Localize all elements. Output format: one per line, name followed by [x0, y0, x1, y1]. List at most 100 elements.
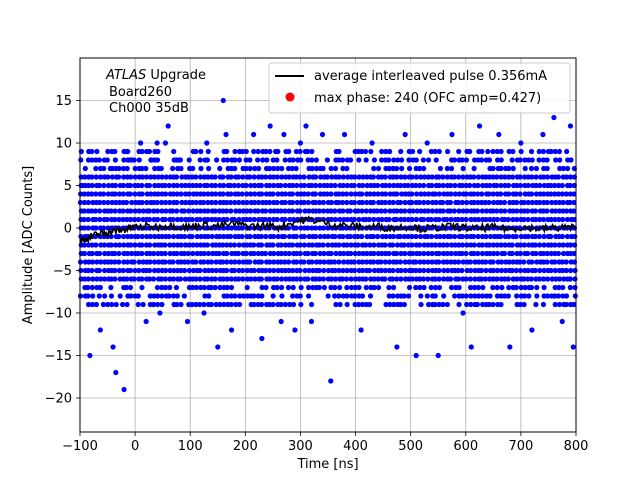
sample-point: [244, 284, 250, 291]
sample-point: [147, 233, 154, 240]
sample-point: [397, 233, 403, 240]
sample-point: [102, 250, 108, 257]
sample-point: [444, 165, 450, 172]
sample-point: [110, 344, 116, 350]
sample-point: [544, 293, 551, 299]
sample-point: [121, 259, 127, 265]
sample-point: [540, 250, 547, 257]
sample-point: [452, 233, 458, 240]
sample-point: [552, 259, 558, 265]
sample-point: [237, 293, 243, 299]
sample-point: [194, 242, 200, 248]
sample-point: [89, 182, 95, 189]
sample-point: [205, 199, 211, 206]
sample-point: [89, 157, 95, 163]
x-tick-label: 0: [131, 439, 139, 454]
sample-point: [90, 276, 96, 282]
sample-point: [100, 301, 106, 308]
sample-point: [409, 276, 415, 282]
sample-point: [378, 157, 385, 163]
sample-point: [559, 191, 565, 197]
sample-point: [174, 208, 180, 214]
sample-point: [154, 157, 161, 163]
sample-point: [181, 208, 187, 214]
sample-point: [214, 157, 220, 163]
sample-point: [498, 233, 504, 240]
sample-point: [541, 182, 547, 189]
sample-point: [544, 157, 550, 163]
sample-point: [494, 182, 500, 189]
sample-point: [425, 267, 431, 274]
sample-point: [472, 157, 478, 163]
sample-point: [305, 293, 312, 299]
sample-point: [209, 199, 215, 206]
sample-point: [370, 174, 376, 180]
sample-point: [244, 199, 250, 206]
sample-point: [105, 301, 111, 308]
sample-point: [136, 208, 142, 214]
sample-point: [341, 259, 347, 265]
sample-point: [116, 199, 123, 206]
sample-point: [571, 191, 577, 197]
sample-point: [490, 174, 496, 180]
sample-point: [529, 199, 535, 206]
sample-point: [251, 242, 257, 248]
sample-point: [402, 131, 408, 138]
sample-point: [514, 276, 520, 282]
sample-point: [85, 267, 91, 274]
sample-point: [506, 174, 512, 180]
sample-point: [285, 165, 292, 172]
sample-point: [221, 182, 227, 189]
sample-point: [487, 216, 493, 223]
sample-point: [394, 165, 400, 172]
sample-point: [358, 327, 364, 333]
sample-point: [317, 259, 323, 265]
sample-point: [155, 301, 161, 308]
sample-point: [213, 301, 219, 308]
sample-point: [537, 242, 543, 248]
sample-point: [463, 293, 469, 299]
sample-point: [278, 259, 284, 265]
sample-point: [441, 233, 447, 240]
sample-point: [497, 199, 504, 206]
sample-point: [405, 233, 411, 240]
sample-point: [540, 148, 547, 155]
sample-point: [409, 242, 415, 248]
sample-point: [151, 267, 158, 274]
sample-point: [112, 208, 118, 214]
sample-point: [536, 276, 543, 282]
sample-point: [494, 293, 501, 299]
sample-point: [456, 148, 462, 155]
sample-point: [382, 208, 388, 214]
sample-point: [205, 208, 211, 214]
sample-point: [402, 208, 408, 214]
sample-point: [418, 208, 424, 214]
sample-point: [406, 259, 412, 265]
sample-point: [379, 233, 386, 240]
sample-point: [154, 284, 161, 291]
sample-point: [258, 301, 265, 308]
sample-point: [494, 242, 500, 248]
sample-point: [159, 191, 165, 197]
sample-point: [429, 182, 435, 189]
sample-point: [563, 267, 569, 274]
sample-point: [371, 250, 377, 257]
sample-point: [356, 174, 362, 180]
sample-point: [108, 233, 114, 240]
sample-point: [298, 284, 304, 291]
sample-point: [197, 182, 203, 189]
sample-point: [119, 301, 126, 308]
sample-point: [197, 301, 203, 308]
sample-point: [162, 276, 169, 282]
sample-point: [432, 276, 438, 282]
sample-point: [502, 208, 508, 214]
x-tick-label: 400: [343, 439, 368, 454]
sample-point: [167, 242, 173, 248]
sample-point: [344, 293, 350, 299]
sample-point: [252, 191, 258, 197]
sample-point: [464, 301, 470, 308]
sample-point: [487, 233, 493, 240]
annotation-italic: ATLAS: [105, 68, 146, 83]
sample-point: [309, 259, 315, 265]
sample-point: [146, 216, 153, 223]
